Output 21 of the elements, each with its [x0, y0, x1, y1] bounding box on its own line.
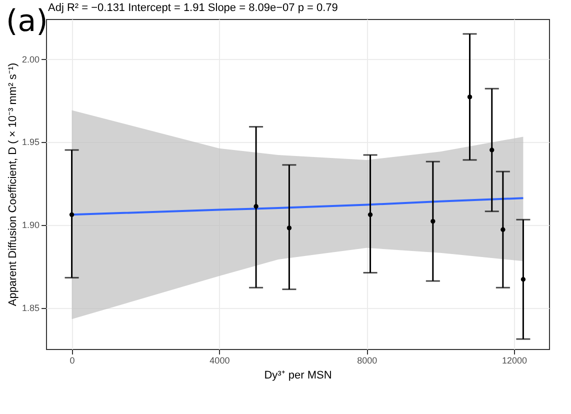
- y-tick-label: 2.00: [22, 54, 40, 64]
- x-tick-label: 4000: [210, 356, 230, 366]
- y-axis-title: Apparent Diffusion Coefficient, D ( × 10⁻³ mm² s⁻¹): [6, 62, 19, 306]
- annotation: (a): [6, 4, 48, 39]
- point: [467, 94, 472, 100]
- point: [368, 212, 373, 218]
- x-tick-label: 0: [70, 356, 75, 366]
- chart-title: Adj R² = −0.131 Intercept = 1.91 Slope = 8.09e−07 p = 0.79: [48, 2, 338, 14]
- y-tick-label: 1.95: [22, 137, 40, 148]
- point: [430, 218, 436, 224]
- point: [520, 277, 526, 282]
- x-tick-label: 12000: [502, 356, 528, 366]
- x-axis-title: Dy³⁺ per MSN: [264, 370, 332, 382]
- point: [69, 212, 74, 218]
- point: [286, 226, 292, 230]
- y-tick-label: 1.85: [22, 303, 40, 314]
- x-tick-label: 8000: [357, 356, 378, 366]
- point: [490, 148, 494, 152]
- y-tick-label: 1.90: [22, 220, 40, 230]
- point: [254, 204, 258, 209]
- point: [500, 227, 506, 232]
